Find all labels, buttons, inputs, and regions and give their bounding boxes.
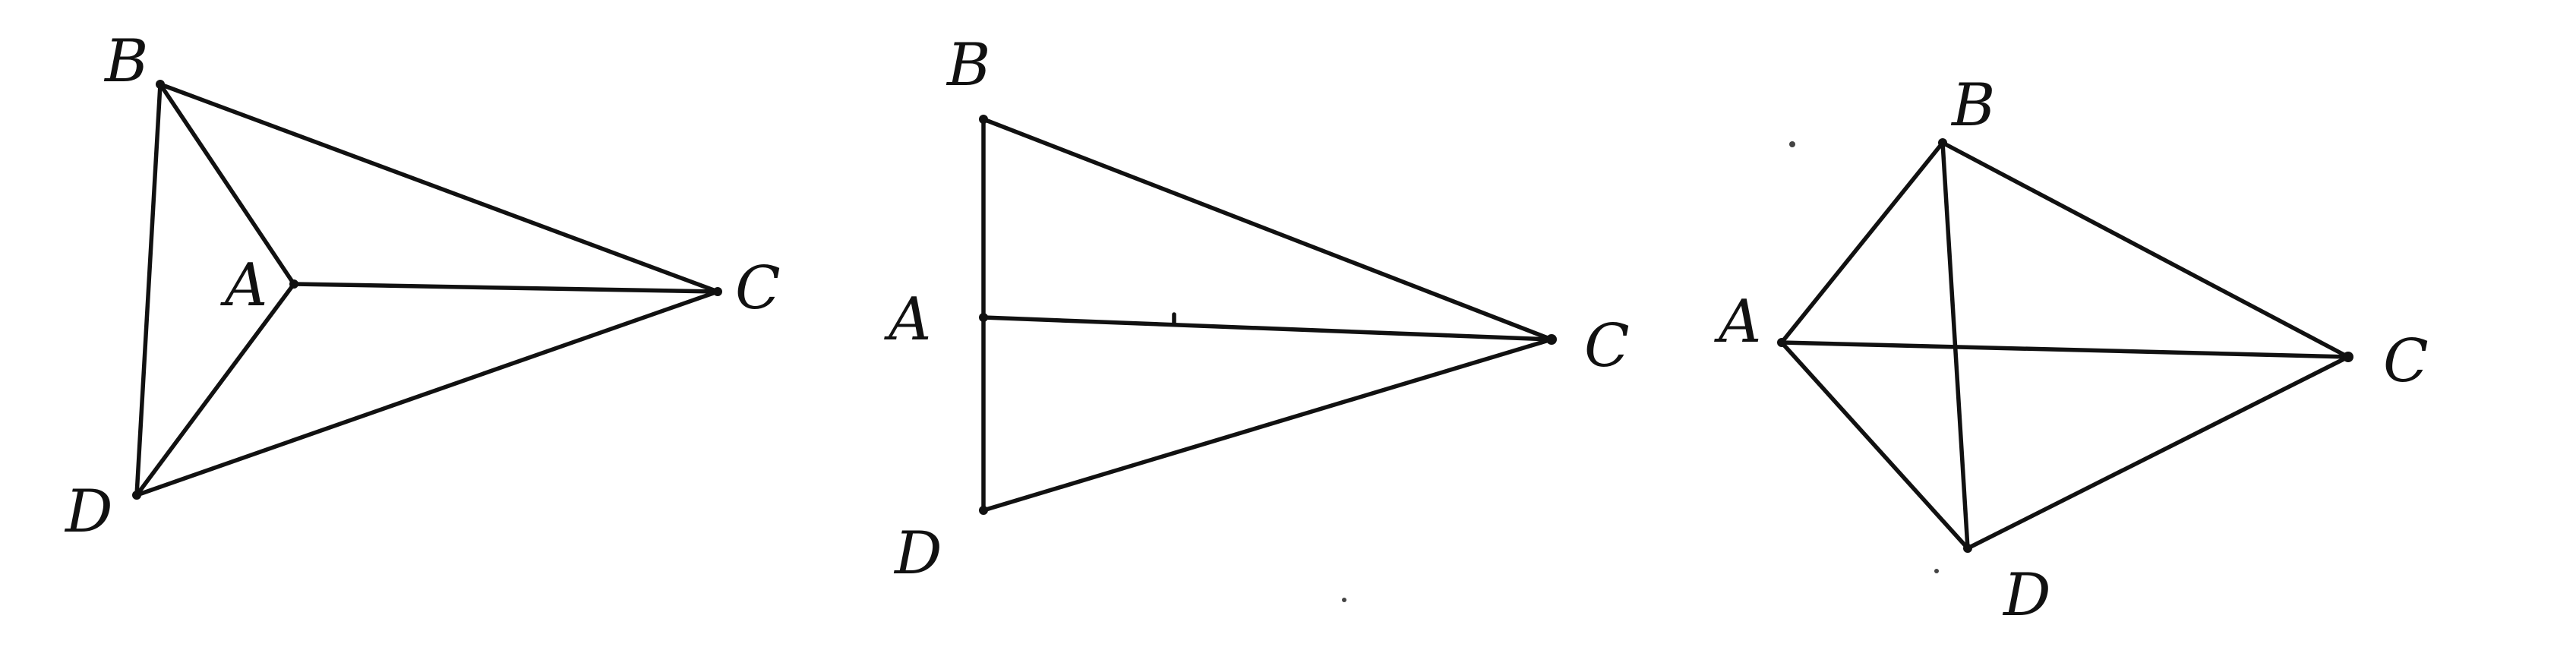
vertex-C	[713, 287, 722, 296]
vertex-B	[1938, 138, 1947, 147]
label-C: C	[735, 254, 781, 323]
edge-DC	[134, 289, 720, 497]
label-D: D	[2002, 561, 2051, 630]
vertex-D	[979, 506, 988, 515]
figure-1: B A C D	[64, 27, 781, 546]
edge-BC	[158, 82, 720, 294]
edge-AC	[292, 282, 720, 294]
edge-CD	[1965, 355, 2350, 551]
edge-DA	[1779, 340, 1970, 551]
vertex-C	[1546, 334, 1557, 345]
label-A: A	[220, 251, 267, 320]
label-D: D	[893, 519, 942, 588]
vertex-B	[979, 115, 988, 124]
edge-BD	[134, 82, 163, 497]
label-A: A	[884, 286, 931, 354]
label-B: B	[103, 27, 148, 96]
figure-3: B A C D	[1714, 71, 2429, 630]
vertex-A	[979, 313, 988, 322]
label-B: B	[1950, 71, 1995, 140]
vertex-C	[2343, 352, 2353, 362]
figure-2: B A C D	[884, 31, 1630, 588]
vertex-D	[1963, 544, 1972, 553]
label-D: D	[64, 478, 113, 546]
vertex-D	[132, 491, 141, 500]
label-B: B	[945, 31, 990, 99]
stray-mark	[1789, 141, 1795, 147]
label-A: A	[1714, 288, 1761, 356]
edge-AB	[1779, 140, 1945, 345]
stray-mark	[1342, 598, 1346, 602]
label-C: C	[1584, 312, 1630, 380]
diagonal-BD	[1940, 140, 1970, 551]
edge-BC	[981, 117, 1554, 342]
edge-AC	[981, 315, 1554, 342]
label-C: C	[2383, 327, 2429, 396]
stray-mark	[1934, 569, 1939, 573]
vertex-A	[289, 279, 298, 289]
diagonal-AC	[1779, 340, 2350, 359]
edge-DC	[981, 337, 1554, 513]
edge-AD	[134, 282, 296, 497]
edge-BA	[158, 82, 296, 286]
vertex-B	[156, 80, 165, 89]
edge-BC	[1940, 140, 2350, 359]
vertex-A	[1777, 338, 1786, 347]
